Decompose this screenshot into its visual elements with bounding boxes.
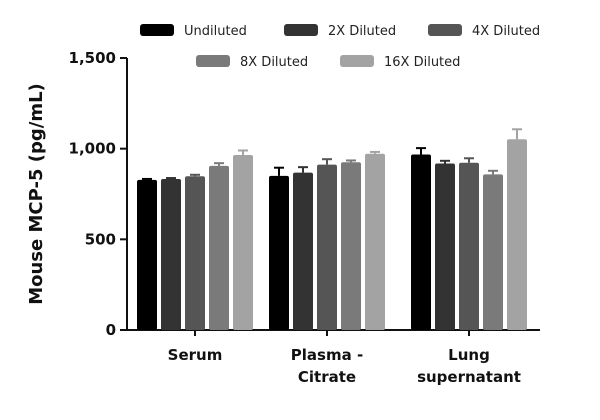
legend-label: 2X Diluted [328, 24, 396, 39]
bar [161, 178, 181, 330]
legend: Undiluted 2X Diluted 4X Diluted 8X Diluted 1… [140, 24, 540, 70]
bar [317, 164, 337, 330]
y-tick-label: 0 [106, 321, 116, 339]
bar [341, 162, 361, 330]
x-tick-label: Lung supernatant [417, 346, 521, 386]
plot-area: 0 500 1,000 1,500 Serum Plasma -Citrate Lung su… [69, 49, 540, 386]
y-tick-label: 500 [85, 230, 116, 248]
bar [411, 154, 431, 330]
bar [507, 139, 527, 330]
bar [233, 155, 253, 330]
legend-label: 8X Diluted [240, 55, 308, 70]
bar [293, 172, 313, 330]
bar [137, 179, 157, 330]
bar [365, 153, 385, 330]
legend-swatch [196, 55, 230, 67]
legend-label: 16X Diluted [384, 55, 460, 70]
legend-swatch [284, 24, 318, 36]
bar [209, 165, 229, 330]
bar [269, 175, 289, 330]
legend-label: Undiluted [184, 24, 247, 39]
y-tick-label: 1,500 [69, 49, 116, 67]
x-tick-label: Serum [168, 346, 223, 364]
bar [435, 163, 455, 330]
bar [483, 174, 503, 330]
y-axis-title: Mouse MCP-5 (pg/mL) [26, 83, 47, 305]
x-tick-label: Plasma -Citrate [291, 346, 363, 386]
bar [459, 162, 479, 330]
bar [185, 176, 205, 330]
legend-swatch [140, 24, 174, 36]
y-tick-label: 1,000 [69, 140, 116, 158]
legend-swatch [428, 24, 462, 36]
legend-label: 4X Diluted [472, 24, 540, 39]
legend-swatch [340, 55, 374, 67]
